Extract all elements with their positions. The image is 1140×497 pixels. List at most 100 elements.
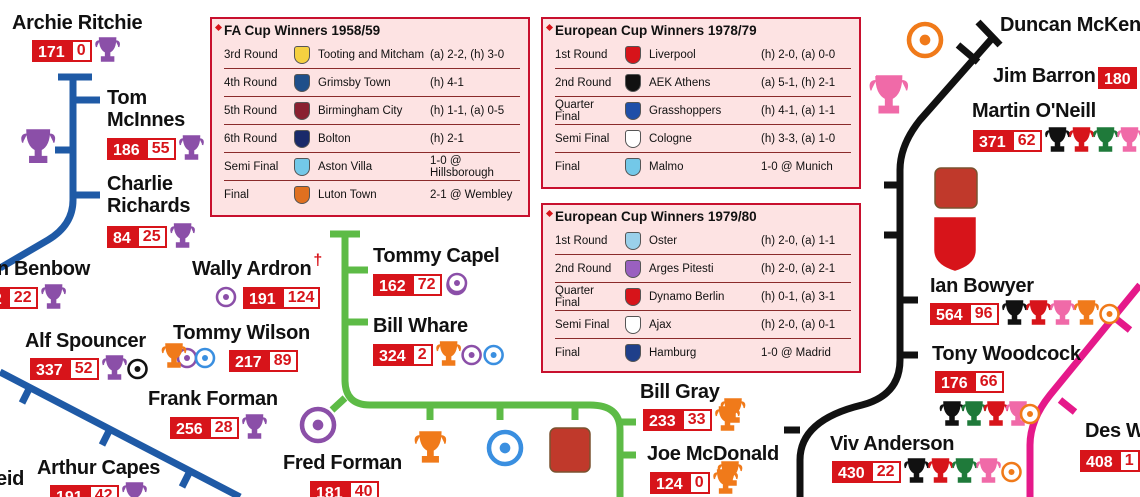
player-name: Tom McInnes [107, 87, 185, 131]
opponent: Ajax [649, 318, 672, 331]
round: 3rd Round [224, 48, 278, 61]
trophy-icon [939, 401, 965, 426]
team-crest [625, 45, 641, 64]
ball-icon [134, 366, 141, 372]
round: Quarter Final [555, 98, 594, 123]
opponent: Grasshoppers [649, 104, 722, 117]
appearances: 171 [32, 40, 71, 62]
goals: 0 [70, 40, 92, 62]
goals: 89 [267, 350, 298, 372]
results-table: European Cup Winners 1979/80 1st Round Ost… [541, 203, 861, 373]
player-name: Tony Woodcock [932, 343, 1081, 365]
goals: 72 [411, 274, 442, 296]
ball-icon [1106, 311, 1113, 317]
round: 2nd Round [555, 262, 612, 275]
ball-icon [1027, 411, 1033, 417]
player-name: Bill Whare [373, 315, 468, 337]
score: (a) 5-1, (h) 2-1 [761, 76, 836, 89]
appearances: 217 [229, 350, 268, 372]
player-stats: 430 22 [832, 461, 901, 483]
crest-cell [617, 45, 649, 64]
player-name: Alf Spouncer [25, 330, 146, 352]
player-stats: 337 52 [30, 358, 99, 380]
blue-line [0, 73, 242, 497]
player-name: en Benbow [0, 258, 90, 280]
appearances: 324 [373, 344, 412, 366]
round: 1st Round [555, 48, 608, 61]
opponent: Aston Villa [318, 160, 373, 173]
crest-cell [617, 157, 649, 176]
trophy-icon [95, 37, 120, 62]
ball-icon [499, 442, 511, 454]
trophy-icon [242, 414, 267, 439]
player-name: Tommy Capel [373, 245, 500, 267]
player-stats: 180 [1098, 67, 1137, 89]
trophy-icon [102, 355, 127, 380]
trophy-icon [21, 129, 56, 163]
goals: 124 [281, 287, 321, 309]
table-row: 5th Round Birmingham City (h) 1-1, (a) 0-5 [224, 97, 520, 125]
crest-cell [617, 259, 649, 278]
trophy-icon [122, 482, 147, 497]
team-crest [625, 343, 641, 362]
team-crest [625, 259, 641, 278]
trophy-icon [976, 458, 1001, 483]
round: Final [224, 188, 249, 201]
ball-icon [490, 352, 497, 358]
crest-cell [286, 45, 318, 64]
round: Semi Final [224, 160, 279, 173]
trophy-icon [1069, 127, 1094, 152]
dagger: † [313, 252, 323, 269]
player-name: Tommy Wilson [173, 322, 310, 344]
goals: 42 [88, 485, 119, 497]
player-stats: 564 96 [930, 303, 999, 325]
score: (h) 2-0, (a) 2-1 [761, 262, 836, 275]
trophy-icon [414, 431, 447, 463]
icons [21, 21, 1140, 497]
crest-cell [286, 129, 318, 148]
score: 1-0 @ Munich [761, 160, 833, 173]
score: (h) 1-1, (a) 0-5 [430, 104, 505, 117]
crest-cell [286, 157, 318, 176]
trophy-icon [961, 401, 987, 426]
player-name: Ian Bowyer [930, 275, 1034, 297]
table-title: European Cup Winners 1979/80 [555, 209, 851, 224]
appearances: 124 [650, 472, 689, 494]
crest-cell [617, 231, 649, 250]
score: 1-0 @ Hillsborough [430, 154, 494, 179]
table-row: 1st Round Liverpool (h) 2-0, (a) 0-0 [555, 41, 851, 69]
trophy-icon [720, 398, 746, 423]
trophy-icon [1117, 127, 1140, 152]
ball-icon [454, 280, 460, 286]
opponent: Malmo [649, 160, 684, 173]
goals: 52 [68, 358, 99, 380]
club-crest [934, 167, 978, 209]
trophy-icon [1050, 300, 1075, 325]
table-row: Final Luton Town 2-1 @ Wembley [224, 181, 520, 208]
round: 2nd Round [555, 76, 612, 89]
goals: 62 [1011, 130, 1042, 152]
goals: 25 [136, 226, 167, 248]
player-name: Fred Forman [283, 452, 402, 474]
appearances: 62 [0, 287, 8, 309]
opponent: Liverpool [649, 48, 696, 61]
round: Quarter Final [555, 284, 594, 309]
player-name: Bill Gray [640, 381, 720, 403]
team-crest [625, 73, 641, 92]
player-stats: 233 33 [643, 409, 712, 431]
player-stats: 217 89 [229, 350, 298, 372]
round: Final [555, 160, 580, 173]
player-stats: 162 72 [373, 274, 442, 296]
trophy-icon [952, 458, 977, 483]
goals: 0 [688, 472, 710, 494]
player-stats: 6222 [0, 287, 38, 309]
trophy-icon [717, 461, 743, 486]
round: Semi Final [555, 318, 610, 331]
crest-cell [617, 315, 649, 334]
player-name: Des W [1085, 420, 1140, 442]
club-crest [549, 427, 591, 473]
goals: 66 [973, 371, 1004, 393]
round: Semi Final [555, 132, 610, 145]
goals: 22 [870, 461, 901, 483]
